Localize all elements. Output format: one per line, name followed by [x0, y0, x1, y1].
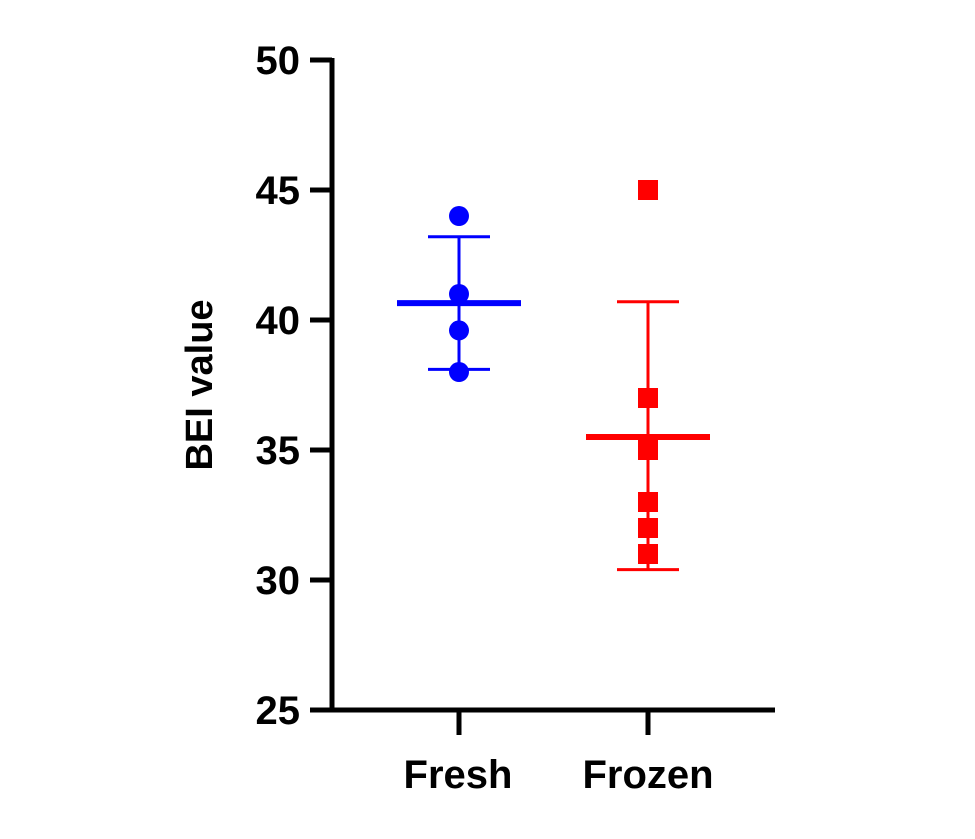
y-tick-label: 50 — [256, 39, 301, 83]
y-tick-label: 45 — [256, 169, 301, 213]
data-point — [638, 492, 658, 512]
y-tick-label: 35 — [256, 429, 301, 473]
data-point — [638, 518, 658, 538]
y-tick-label: 40 — [256, 299, 301, 343]
y-tick-label: 30 — [256, 559, 301, 603]
data-point — [638, 544, 658, 564]
data-point — [449, 206, 469, 226]
x-tick-label-fresh: Fresh — [404, 753, 513, 797]
data-point — [638, 440, 658, 460]
data-point — [638, 180, 658, 200]
x-tick-label-frozen: Frozen — [582, 753, 713, 797]
data-point — [449, 320, 469, 341]
y-tick-label: 25 — [256, 689, 301, 733]
y-axis-label: BEI value — [179, 299, 221, 470]
data-point — [638, 388, 658, 408]
data-point — [449, 362, 469, 382]
data-point — [449, 284, 469, 304]
